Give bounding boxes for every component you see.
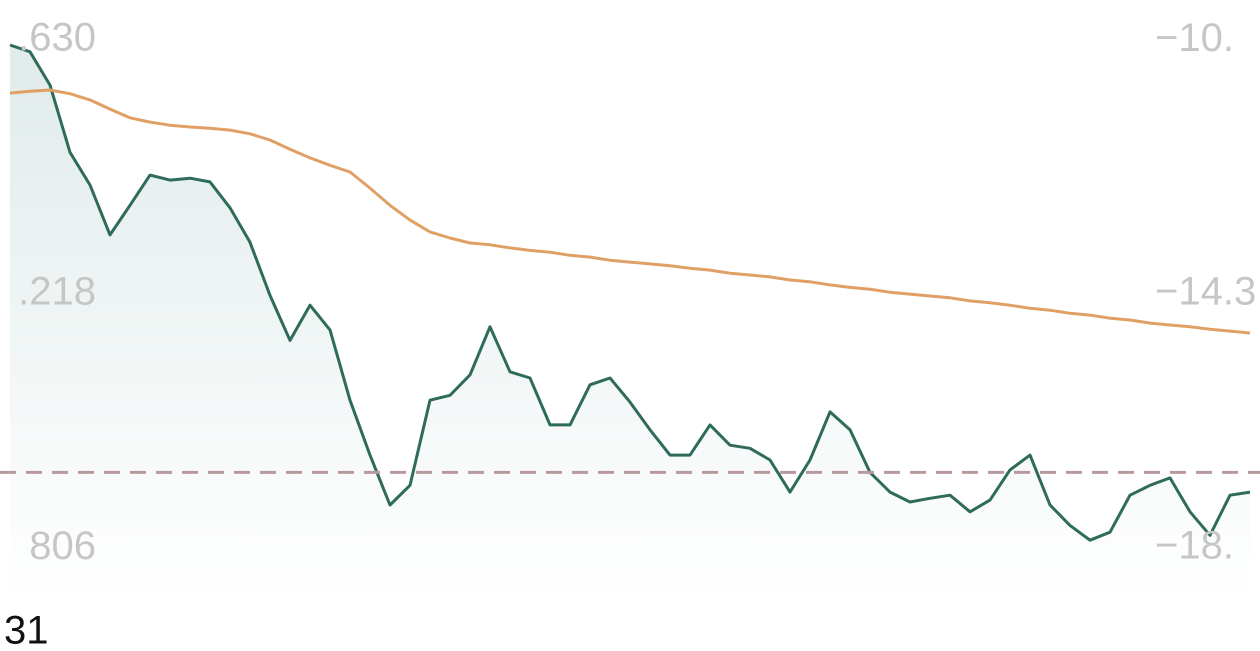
series-line	[9, 88, 1251, 335]
y-tick-label: .630	[18, 16, 96, 60]
y-tick-label: .218	[18, 270, 96, 314]
area	[10, 45, 1250, 600]
x-tick-label: 31	[4, 609, 49, 651]
y2-tick-label: −14.3	[1155, 270, 1256, 314]
series-line	[9, 43, 1251, 542]
y2-tick-label: −18.	[1155, 524, 1234, 568]
y-tick-label: 806	[29, 524, 96, 568]
y2-tick-label: −10.	[1155, 16, 1234, 60]
